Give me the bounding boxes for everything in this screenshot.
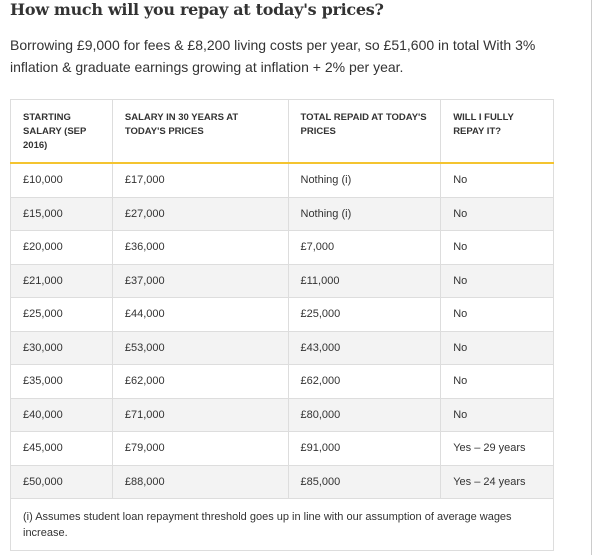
table-cell: Nothing (i) xyxy=(287,162,442,198)
column-header: WILL I FULLY REPAY IT? xyxy=(440,99,554,164)
table-cell: £11,000 xyxy=(287,263,442,298)
table-cell: No xyxy=(440,162,554,198)
column-header: TOTAL REPAID AT TODAY'S PRICES xyxy=(287,99,442,164)
table-row: £20,000 £36,000 £7,000 No xyxy=(10,230,554,265)
table-cell: £85,000 xyxy=(287,464,442,499)
table-row: £15,000 £27,000 Nothing (i) No xyxy=(10,196,554,231)
table-cell: No xyxy=(440,397,554,432)
header-row: STARTING SALARY (SEP 2016) SALARY IN 30 Y… xyxy=(10,99,554,164)
table-cell: £35,000 xyxy=(10,364,113,399)
table-cell: Yes – 24 years xyxy=(440,464,554,499)
table-cell: No xyxy=(440,330,554,365)
table-cell: £88,000 xyxy=(111,464,289,499)
table-cell: £30,000 xyxy=(10,330,113,365)
table-row: £50,000 £88,000 £85,000 Yes – 24 years xyxy=(10,464,554,499)
table-cell: £36,000 xyxy=(111,230,289,265)
footnote-row: (i) Assumes student loan repayment thres… xyxy=(10,498,554,551)
table-row: £10,000 £17,000 Nothing (i) No xyxy=(10,162,554,198)
intro: Borrowing £9,000 for fees & £8,200 livin… xyxy=(10,37,536,75)
table-cell: £71,000 xyxy=(111,397,289,432)
table-cell: £53,000 xyxy=(111,330,289,365)
table-cell: £21,000 xyxy=(10,263,113,298)
table-cell: £43,000 xyxy=(287,330,442,365)
table-cell: £25,000 xyxy=(287,297,442,332)
table-cell: £10,000 xyxy=(10,162,113,198)
repayment-table: STARTING SALARY (SEP 2016) SALARY IN 30 Y… xyxy=(10,99,554,551)
table-cell: £37,000 xyxy=(111,263,289,298)
table-cell: £20,000 xyxy=(10,230,113,265)
scrollbar xyxy=(591,0,592,555)
table-cell: £62,000 xyxy=(287,364,442,399)
table-row: £25,000 £44,000 £25,000 No xyxy=(10,297,554,332)
table-cell: No xyxy=(440,196,554,231)
table-cell: Yes – 29 years xyxy=(440,431,554,466)
table-row: £45,000 £79,000 £91,000 Yes – 29 years xyxy=(10,431,554,466)
table-cell: £80,000 xyxy=(287,397,442,432)
table-cell: £27,000 xyxy=(111,196,289,231)
column-header: STARTING SALARY (SEP 2016) xyxy=(10,99,113,164)
table-row: £35,000 £62,000 £62,000 No xyxy=(10,364,554,399)
table-cell: £15,000 xyxy=(10,196,113,231)
table-cell: £62,000 xyxy=(111,364,289,399)
footnote: (i) Assumes student loan repayment thres… xyxy=(10,498,554,551)
table-row: £30,000 £53,000 £43,000 No xyxy=(10,330,554,365)
table-cell: No xyxy=(440,297,554,332)
table-row: £40,000 £71,000 £80,000 No xyxy=(10,397,554,432)
table-cell: £91,000 xyxy=(287,431,442,466)
table-row: £21,000 £37,000 £11,000 No xyxy=(10,263,554,298)
column-header: SALARY IN 30 YEARS AT TODAY'S PRICES xyxy=(111,99,289,164)
table-cell: £50,000 xyxy=(10,464,113,499)
table-cell: No xyxy=(440,230,554,265)
table-cell: £79,000 xyxy=(111,431,289,466)
table-cell: £44,000 xyxy=(111,297,289,332)
title: How much will you repay at today's price… xyxy=(10,0,384,19)
table-cell: Nothing (i) xyxy=(287,196,442,231)
table-cell: £45,000 xyxy=(10,431,113,466)
table-cell: £40,000 xyxy=(10,397,113,432)
table-cell: £17,000 xyxy=(111,162,289,198)
table-cell: No xyxy=(440,364,554,399)
table-cell: £7,000 xyxy=(287,230,442,265)
table-cell: No xyxy=(440,263,554,298)
table-cell: £25,000 xyxy=(10,297,113,332)
